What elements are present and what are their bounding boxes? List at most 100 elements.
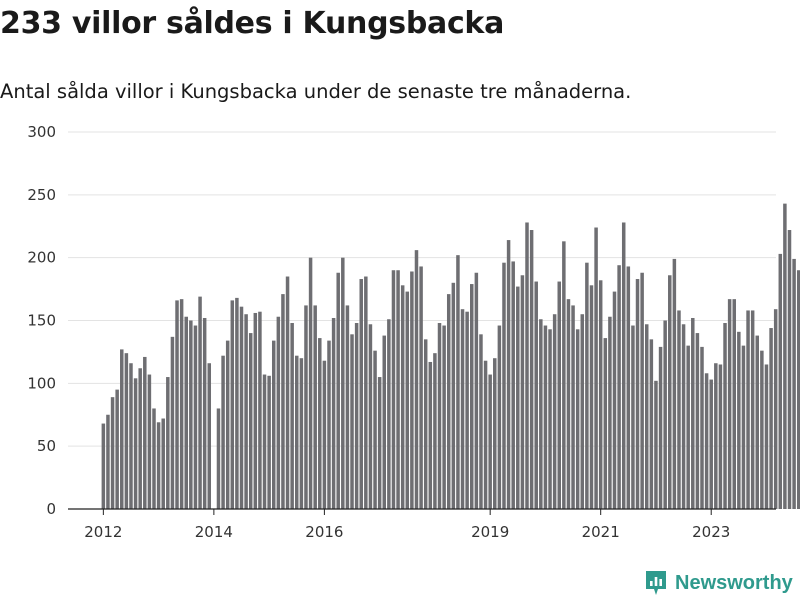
bar (437, 323, 442, 509)
x-tick-label: 2023 (692, 523, 730, 541)
bar (792, 258, 796, 509)
bar (773, 309, 778, 509)
bar (207, 363, 212, 509)
bar (488, 374, 492, 509)
bar (295, 355, 299, 509)
x-tick-label: 2012 (84, 523, 122, 541)
bar (433, 353, 437, 509)
bar (511, 261, 515, 509)
bar (714, 363, 718, 509)
x-axis (68, 508, 776, 515)
bar (423, 339, 428, 509)
bar (115, 389, 119, 509)
bar (322, 360, 327, 509)
x-tick-label: 2014 (195, 523, 233, 541)
bar (709, 379, 713, 509)
bar (235, 297, 239, 509)
bar (239, 306, 244, 509)
bar (368, 324, 373, 509)
bar (244, 314, 248, 509)
bar (147, 374, 152, 509)
bar (626, 266, 631, 509)
bar (189, 320, 193, 509)
newsworthy-logo-icon (646, 571, 666, 595)
bar (230, 300, 235, 509)
bar (598, 280, 603, 509)
y-tick-label: 150 (27, 312, 56, 330)
bar (336, 272, 340, 509)
bar (644, 324, 649, 509)
bar (387, 319, 391, 509)
bar (143, 356, 147, 509)
bar (686, 345, 690, 509)
bar (308, 257, 313, 509)
brand-logo: Newsworthy (644, 569, 793, 597)
bar (331, 317, 336, 509)
bar (354, 323, 359, 509)
bar (156, 422, 161, 509)
bar (566, 299, 571, 509)
bar (258, 311, 262, 509)
bar (746, 310, 750, 509)
bar (248, 333, 253, 509)
bar (281, 294, 285, 509)
bar (580, 314, 585, 509)
bar (585, 262, 589, 509)
bar (612, 291, 617, 509)
bar (778, 253, 783, 509)
bar (695, 333, 700, 509)
bar (451, 282, 456, 509)
bar (262, 374, 267, 509)
bar (221, 355, 225, 509)
bar (460, 309, 465, 509)
bar (594, 227, 598, 509)
bar (700, 346, 704, 509)
bar (640, 272, 644, 509)
chart-title: 233 villor såldes i Kungsbacka (0, 6, 505, 41)
bar (741, 345, 746, 509)
bar (668, 275, 672, 509)
bar (170, 336, 175, 509)
bar (377, 377, 382, 509)
bar (755, 335, 760, 509)
bar (649, 339, 654, 509)
bar (787, 230, 792, 509)
bar (253, 312, 258, 509)
bar (391, 270, 396, 509)
bar (276, 316, 281, 509)
x-tick-label: 2019 (471, 523, 509, 541)
bar (658, 346, 663, 509)
bar (635, 279, 640, 509)
bar (529, 230, 534, 509)
bar (737, 331, 741, 509)
bar (313, 305, 317, 509)
x-tick-label: 2021 (582, 523, 620, 541)
y-tick-label: 100 (27, 374, 56, 392)
bar (364, 276, 368, 509)
bar (456, 255, 460, 509)
bar (465, 311, 469, 509)
bar (184, 316, 188, 509)
bar (796, 270, 800, 509)
chart-subtitle: Antal sålda villor i Kungsbacka under de… (0, 80, 632, 103)
bar (175, 300, 179, 509)
bar (225, 340, 230, 509)
bar (202, 317, 207, 509)
bar (442, 325, 446, 509)
bar (410, 271, 414, 509)
bar (723, 323, 727, 509)
bar (405, 291, 410, 509)
bar (548, 329, 552, 509)
bar (543, 325, 548, 509)
bar (341, 257, 345, 509)
bar (161, 418, 165, 509)
bar (672, 258, 677, 509)
bar (704, 373, 709, 509)
bar (534, 281, 538, 509)
bar (479, 334, 483, 509)
bar (783, 203, 787, 509)
bar (470, 284, 474, 509)
bar (502, 262, 506, 509)
y-tick-label: 50 (37, 437, 56, 455)
